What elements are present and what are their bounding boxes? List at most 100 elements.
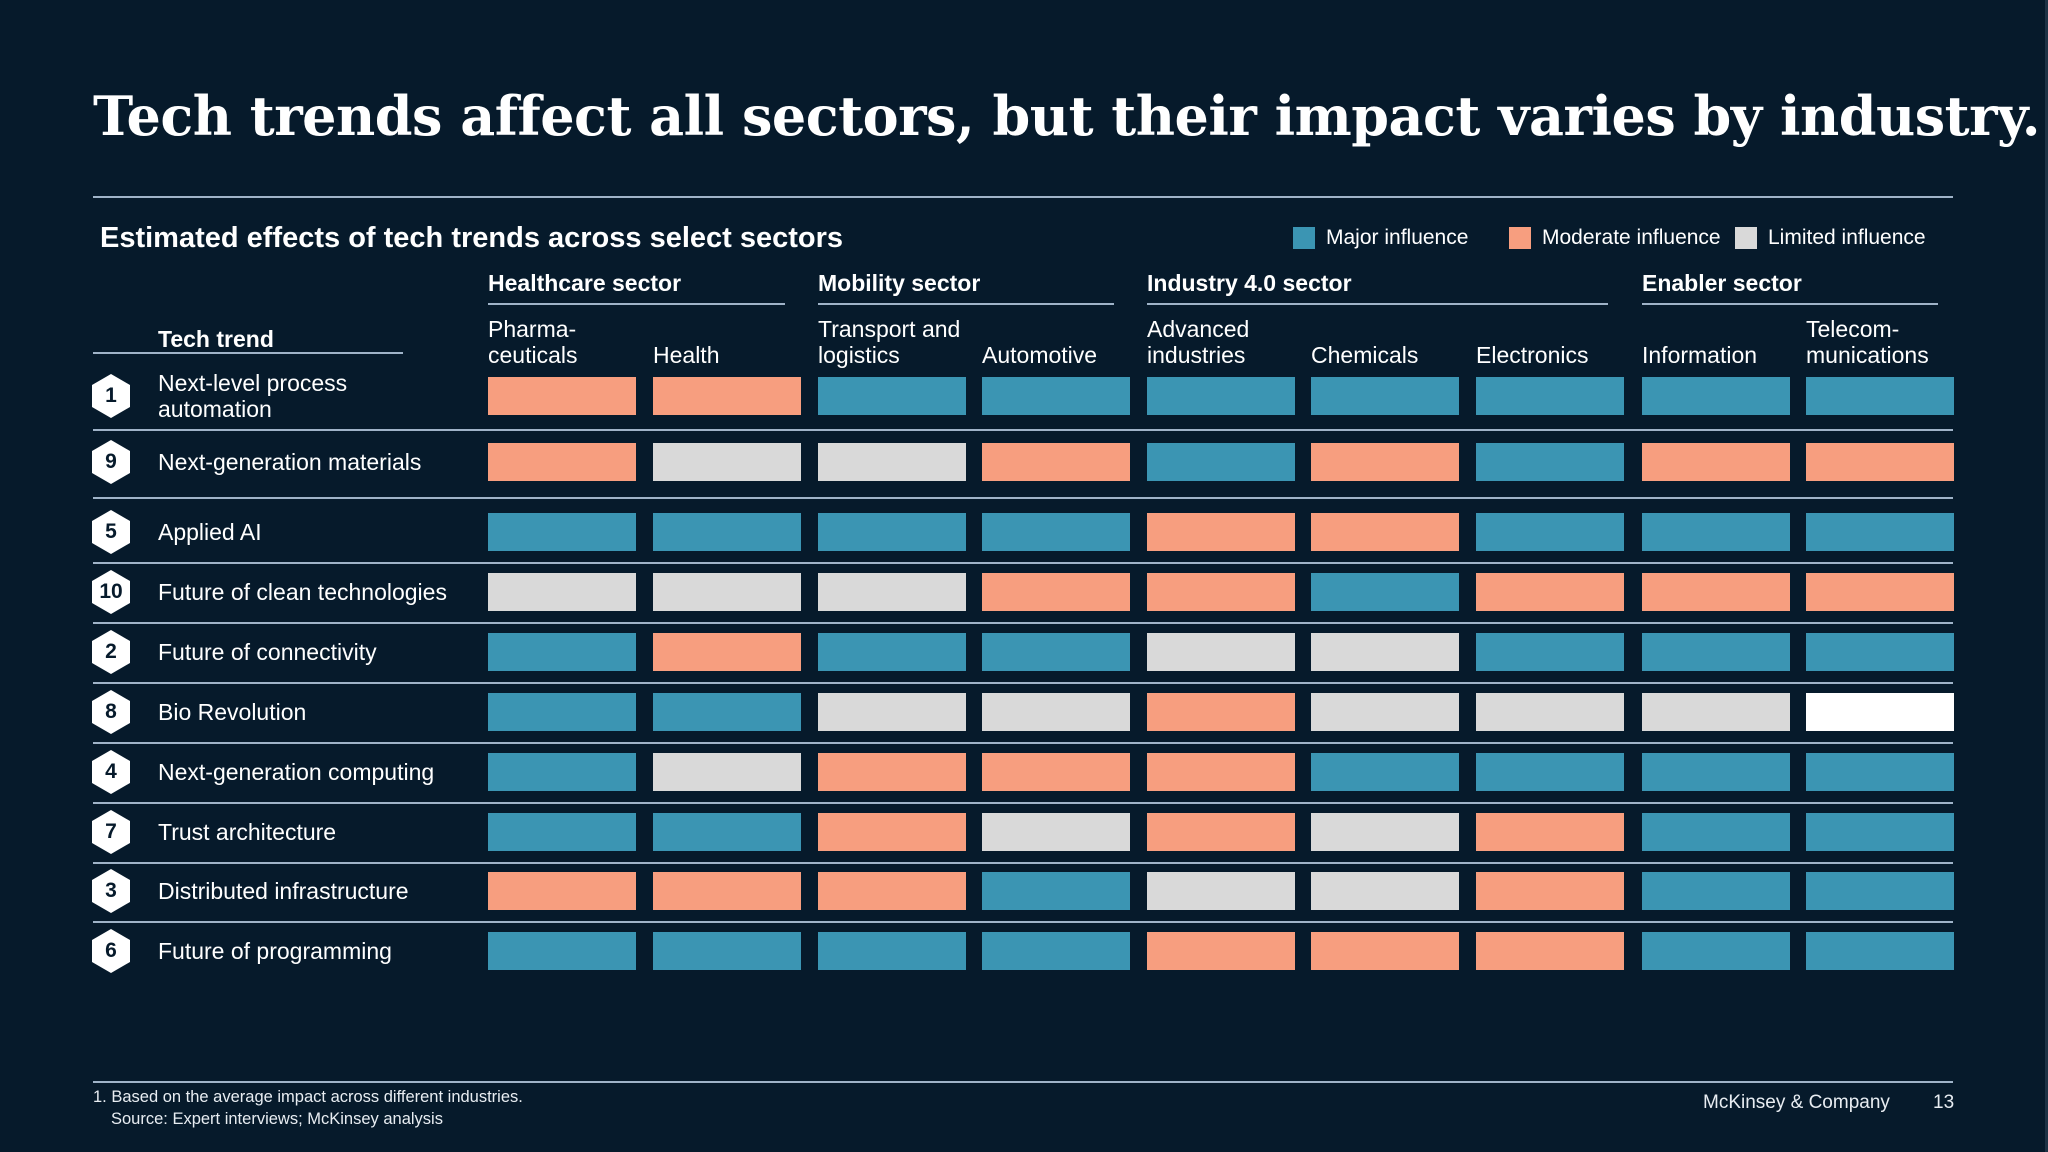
cell-moderate [1147, 813, 1295, 851]
cell-limited [982, 813, 1130, 851]
trend-number-hex-icon: 5 [92, 510, 130, 554]
cell-major [1806, 377, 1954, 415]
cell-limited [818, 443, 966, 481]
cell-major [1476, 513, 1624, 551]
cell-major [818, 932, 966, 970]
page-title: Tech trends affect all sectors, but thei… [93, 84, 2041, 148]
cell-major [653, 693, 801, 731]
row-divider [93, 497, 1953, 499]
column-header: Automotive [982, 342, 1098, 368]
cell-major [982, 872, 1130, 910]
cell-limited [982, 693, 1130, 731]
sector-underline [488, 303, 785, 305]
cell-moderate [1311, 443, 1459, 481]
cell-major [653, 513, 801, 551]
cell-major [1642, 872, 1790, 910]
cell-moderate [488, 377, 636, 415]
cell-moderate [818, 872, 966, 910]
legend-major: Major influence [1293, 226, 1468, 250]
trend-label: Future of clean technologies [158, 579, 447, 605]
row-divider [93, 429, 1953, 431]
cell-major [1806, 813, 1954, 851]
legend-label: Major influence [1326, 226, 1469, 249]
cell-limited [653, 443, 801, 481]
column-header: Telecom- munications [1806, 316, 1929, 368]
cell-limited [1476, 693, 1624, 731]
cell-major [1642, 633, 1790, 671]
brand-name: McKinsey & Company [1703, 1092, 1890, 1113]
row-divider [93, 862, 1953, 864]
trend-number-hex-icon: 3 [92, 869, 130, 913]
trend-label: Future of programming [158, 938, 392, 964]
trend-number-hex-icon: 8 [92, 690, 130, 734]
trend-label: Bio Revolution [158, 699, 307, 725]
cell-moderate [488, 443, 636, 481]
cell-major [488, 753, 636, 791]
cell-limited [1642, 693, 1790, 731]
footer-divider [93, 1081, 1953, 1083]
cell-major [1147, 443, 1295, 481]
cell-major [818, 377, 966, 415]
trend-number-hex-icon: 4 [92, 750, 130, 794]
row-divider [93, 802, 1953, 804]
cell-moderate [1311, 513, 1459, 551]
cell-limited [1311, 872, 1459, 910]
cell-major [1642, 753, 1790, 791]
cell-moderate [1476, 872, 1624, 910]
row-divider [93, 742, 1953, 744]
cell-major [1642, 513, 1790, 551]
tech-trend-header: Tech trend [158, 326, 274, 352]
trend-number-hex-icon: 2 [92, 630, 130, 674]
column-header: Transport and logistics [818, 316, 961, 368]
cell-moderate [1311, 932, 1459, 970]
cell-moderate [653, 377, 801, 415]
cell-major [1642, 813, 1790, 851]
cell-moderate [1806, 443, 1954, 481]
cell-major [982, 932, 1130, 970]
cell-moderate [1642, 443, 1790, 481]
cell-major [1806, 633, 1954, 671]
cell-major [488, 932, 636, 970]
cell-major [982, 377, 1130, 415]
page-number: 13 [1933, 1092, 1955, 1113]
row-divider [93, 562, 1953, 564]
column-header: Information [1642, 342, 1758, 368]
cell-major [982, 513, 1130, 551]
cell-limited [1311, 633, 1459, 671]
cell-major [653, 932, 801, 970]
sector-header: Enabler sector [1642, 270, 1802, 296]
source-note: Source: Expert interviews; McKinsey anal… [111, 1110, 443, 1128]
cell-moderate [1476, 932, 1624, 970]
cell-moderate [982, 443, 1130, 481]
sector-underline [818, 303, 1114, 305]
title-divider [93, 196, 1953, 198]
cell-major [1311, 573, 1459, 611]
cell-limited [653, 753, 801, 791]
slide-edge [2045, 0, 2048, 1152]
cell-major [982, 633, 1130, 671]
cell-major [1311, 753, 1459, 791]
column-header: Electronics [1476, 342, 1589, 368]
legend-limited: Limited influence [1735, 226, 1926, 250]
cell-major [818, 513, 966, 551]
cell-major [1476, 753, 1624, 791]
cell-major [1476, 633, 1624, 671]
trend-number-hex-icon: 9 [92, 440, 130, 484]
cell-major [1806, 513, 1954, 551]
legend-moderate: Moderate influence [1509, 226, 1721, 250]
chart-subtitle: Estimated effects of tech trends across … [100, 222, 844, 254]
cell-moderate [1147, 513, 1295, 551]
cell-moderate [982, 753, 1130, 791]
cell-major [1806, 872, 1954, 910]
trend-number-hex-icon: 6 [92, 929, 130, 973]
column-header: Chemicals [1311, 342, 1419, 368]
trend-label: Future of connectivity [158, 639, 377, 665]
cell-limited [653, 573, 801, 611]
tech-trend-underline [93, 352, 403, 354]
column-header: Health [653, 342, 720, 368]
cell-limited [1147, 633, 1295, 671]
cell-major [1311, 377, 1459, 415]
trend-number-hex-icon: 10 [92, 570, 130, 614]
trend-number-hex-icon: 7 [92, 810, 130, 854]
sector-underline [1147, 303, 1608, 305]
